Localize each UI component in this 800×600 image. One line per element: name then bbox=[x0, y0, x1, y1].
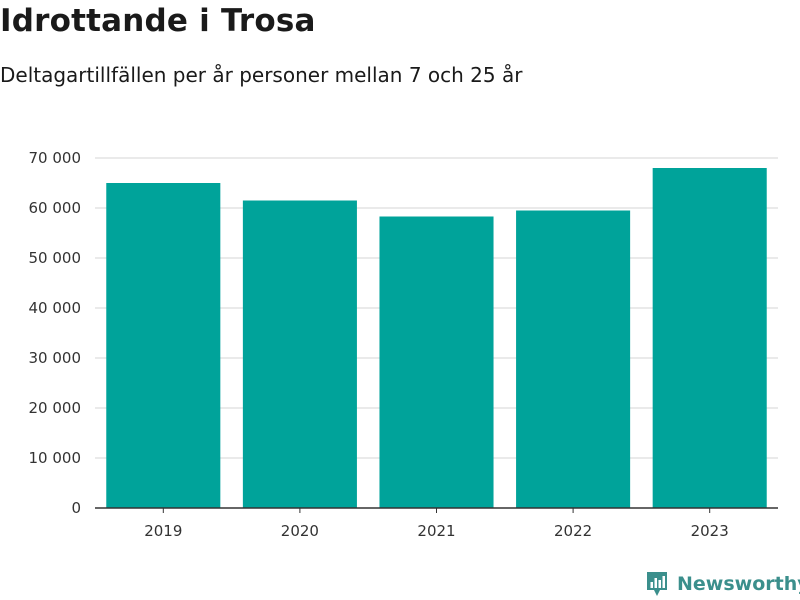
y-tick-label: 10 000 bbox=[29, 449, 82, 467]
newsworthy-logo-icon bbox=[647, 572, 667, 596]
y-tick-label: 60 000 bbox=[29, 199, 82, 217]
bar-2021 bbox=[379, 216, 494, 508]
x-tick-label: 2019 bbox=[144, 522, 182, 540]
x-tick-label: 2020 bbox=[281, 522, 319, 540]
y-tick-label: 40 000 bbox=[29, 299, 82, 317]
x-tick-label: 2022 bbox=[554, 522, 592, 540]
y-tick-label: 50 000 bbox=[29, 249, 82, 267]
chart-title: Idrottande i Trosa bbox=[0, 3, 316, 39]
y-tick-label: 20 000 bbox=[29, 399, 82, 417]
y-tick-label: 0 bbox=[71, 499, 81, 517]
bar-chart: 0 10 000 20 000 30 000 40 000 50 000 60 000 70 … bbox=[29, 149, 778, 540]
bar-2023 bbox=[652, 168, 767, 508]
bar-2022 bbox=[516, 210, 631, 508]
y-tick-label: 30 000 bbox=[29, 349, 82, 367]
y-tick-label: 70 000 bbox=[29, 149, 82, 167]
x-tick-label: 2021 bbox=[417, 522, 455, 540]
x-tick-label: 2023 bbox=[691, 522, 729, 540]
brand-logo: Newsworthy bbox=[645, 568, 800, 600]
bars bbox=[106, 168, 767, 508]
bar-2019 bbox=[106, 183, 221, 508]
x-axis-ticks: 2019 2020 2021 2022 2023 bbox=[144, 508, 729, 540]
bar-2020 bbox=[242, 200, 357, 508]
chart-subtitle: Deltagartillfällen per år personer mella… bbox=[0, 63, 523, 87]
y-axis-ticks: 0 10 000 20 000 30 000 40 000 50 000 60 000 70 … bbox=[29, 149, 82, 517]
brand-name: Newsworthy bbox=[677, 573, 800, 595]
